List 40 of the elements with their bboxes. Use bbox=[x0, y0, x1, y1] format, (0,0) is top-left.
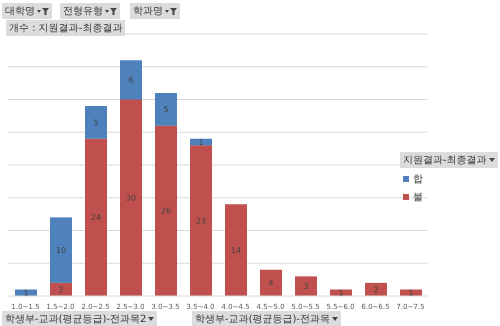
data-label: 26 bbox=[160, 206, 172, 216]
data-label: 2 bbox=[373, 285, 379, 294]
bar bbox=[85, 106, 107, 139]
bar bbox=[50, 282, 72, 296]
bar bbox=[190, 138, 212, 146]
text: 전형유형 bbox=[63, 5, 103, 18]
text: 학과명 bbox=[133, 5, 163, 18]
data-label: 5 bbox=[163, 105, 169, 114]
data-label: 10 bbox=[56, 246, 66, 255]
legend-title: 지원결과-최종결과 bbox=[403, 154, 487, 167]
data-label: 6 bbox=[128, 76, 134, 85]
text: 학생부-교과(평균등급)-전과목 bbox=[195, 313, 330, 326]
data-label: 24 bbox=[90, 213, 102, 222]
bar bbox=[120, 100, 142, 296]
bar bbox=[120, 60, 142, 100]
data-label: 30 bbox=[126, 194, 136, 203]
legend-label: 합 bbox=[413, 173, 423, 186]
data-label: 5 bbox=[93, 118, 99, 128]
bar bbox=[225, 204, 247, 296]
data-label: 2 bbox=[58, 285, 64, 294]
bar bbox=[295, 276, 317, 296]
legend-label: 불 bbox=[413, 191, 423, 204]
data-label: 1 bbox=[338, 288, 344, 298]
data-label: 14 bbox=[230, 246, 242, 255]
data-label: 4 bbox=[268, 278, 274, 288]
bar bbox=[260, 270, 282, 296]
bar bbox=[85, 138, 107, 296]
bar bbox=[365, 282, 387, 296]
data-label: 1 bbox=[408, 288, 414, 298]
text: 대학명 bbox=[5, 5, 35, 18]
data-label: 3 bbox=[303, 282, 309, 292]
data-label: 1 bbox=[198, 138, 204, 147]
bar bbox=[155, 126, 177, 296]
bar bbox=[50, 217, 72, 283]
text: 학생부-교과(평균등급)-전과목2 bbox=[5, 313, 146, 326]
data-label: 23 bbox=[196, 216, 206, 226]
data-label: 1 bbox=[23, 288, 29, 298]
bar bbox=[190, 145, 212, 296]
chart-title: 개수 : 지원결과-최종결과 bbox=[6, 20, 126, 36]
bar bbox=[155, 92, 177, 126]
